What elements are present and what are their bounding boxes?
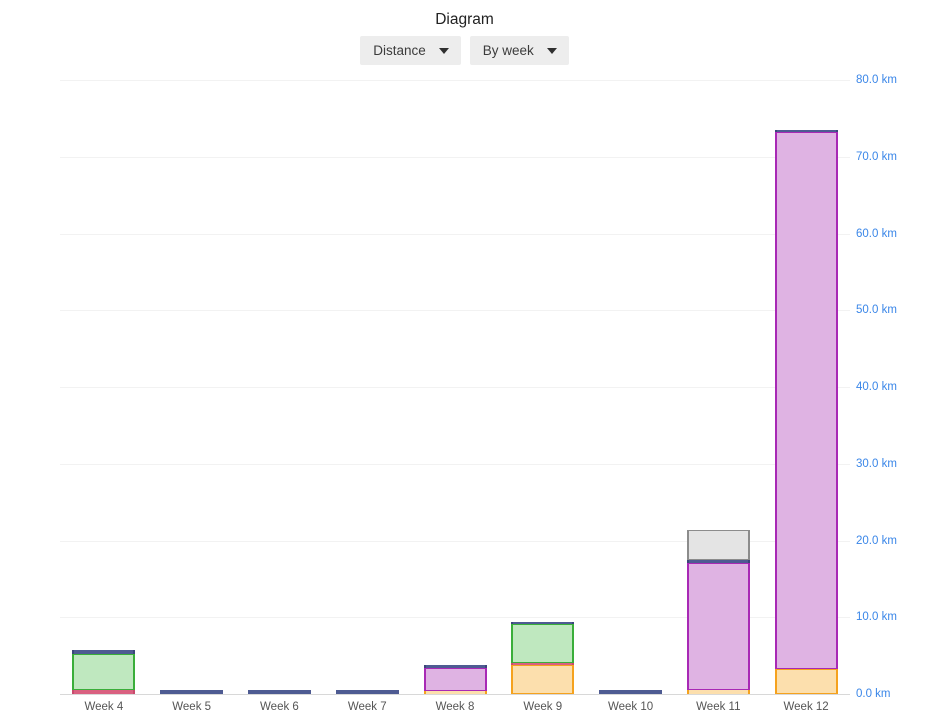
bar-segment[interactable]	[160, 690, 224, 694]
y-axis-tick-label: 30.0 km	[856, 458, 897, 470]
x-axis-tick-label: Week 9	[523, 701, 563, 713]
bar-segment[interactable]	[686, 690, 750, 694]
y-axis-tick-label: 70.0 km	[856, 151, 897, 163]
x-axis-tick-label: Week 11	[696, 701, 741, 713]
gridline	[60, 617, 850, 618]
bar-segment[interactable]	[686, 529, 750, 561]
y-axis-tick-label: 0.0 km	[856, 688, 891, 700]
x-axis-tick-label: Week 6	[260, 701, 299, 713]
y-axis-tick-label: 20.0 km	[856, 535, 897, 547]
bar-segment[interactable]	[686, 562, 750, 691]
y-axis-tick-label: 40.0 km	[856, 381, 897, 393]
bar-segment[interactable]	[511, 622, 575, 625]
x-axis-tick-label: Week 8	[435, 701, 475, 713]
bar-segment[interactable]	[599, 690, 663, 694]
y-axis-tick-label: 10.0 km	[856, 611, 897, 623]
bar-segment[interactable]	[774, 132, 838, 670]
x-axis-baseline	[60, 694, 850, 695]
gridline	[60, 157, 850, 158]
gridline	[60, 541, 850, 542]
gridline	[60, 464, 850, 465]
x-axis-tick-label: Week 12	[783, 701, 829, 713]
gridline	[60, 387, 850, 388]
x-axis-tick-label: Week 10	[607, 701, 654, 713]
bar-segment[interactable]	[774, 669, 838, 694]
period-dropdown-label: By week	[482, 43, 534, 58]
bar-segment[interactable]	[72, 650, 136, 655]
chart-controls: Distance By week	[0, 36, 929, 65]
bar-segment[interactable]	[72, 690, 136, 694]
period-dropdown[interactable]: By week	[469, 36, 569, 65]
metric-dropdown[interactable]: Distance	[360, 36, 461, 65]
gridline	[60, 80, 850, 81]
x-axis-tick-label: Week 4	[84, 701, 124, 713]
y-axis-tick-label: 60.0 km	[856, 228, 897, 240]
chevron-down-icon	[546, 47, 557, 54]
page-title: Diagram	[435, 11, 494, 28]
bar-segment[interactable]	[511, 624, 575, 663]
bar-segment[interactable]	[511, 664, 575, 694]
metric-dropdown-label: Distance	[373, 43, 426, 58]
y-axis-tick-label: 50.0 km	[856, 304, 897, 316]
y-axis-tick-label: 80.0 km	[856, 74, 897, 86]
gridline	[60, 234, 850, 235]
bar-segment[interactable]	[335, 690, 399, 694]
chevron-down-icon	[438, 47, 449, 54]
bar-segment[interactable]	[72, 654, 136, 691]
x-axis-tick-label: Week 5	[172, 701, 212, 713]
bar-segment[interactable]	[423, 690, 487, 694]
bar-segment[interactable]	[423, 667, 487, 691]
bar-segment[interactable]	[686, 560, 750, 563]
bar-segment[interactable]	[247, 690, 311, 694]
bar-segment[interactable]	[423, 664, 487, 668]
x-axis-tick-label: Week 7	[347, 701, 387, 713]
bar-segment[interactable]	[774, 130, 838, 133]
gridline	[60, 310, 850, 311]
bar-segment[interactable]	[511, 662, 575, 665]
